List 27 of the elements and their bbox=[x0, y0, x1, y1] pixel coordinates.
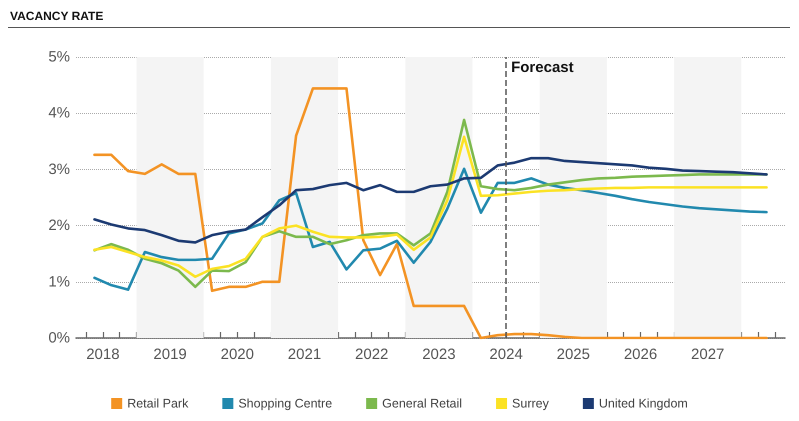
x-tick-label: 2020 bbox=[220, 346, 254, 363]
x-tick-label: 2026 bbox=[624, 346, 658, 363]
x-tick-label: 2024 bbox=[489, 346, 523, 363]
x-tick-label: 2023 bbox=[422, 346, 456, 363]
y-tick-label: 3% bbox=[48, 160, 70, 178]
x-tick-label: 2027 bbox=[691, 346, 724, 363]
legend-label: Retail Park bbox=[127, 396, 190, 410]
x-tick-label: 2018 bbox=[86, 346, 120, 363]
ref-line-label: Forecast bbox=[511, 59, 574, 76]
line-series bbox=[93, 87, 768, 340]
line-series bbox=[93, 168, 768, 291]
legend-label: United Kingdom bbox=[598, 396, 688, 410]
legend-label: General Retail bbox=[382, 396, 462, 410]
chart-title: VACANCY RATE bbox=[10, 9, 104, 23]
legend-label: Shopping Centre bbox=[238, 396, 332, 410]
y-tick-label: 1% bbox=[48, 273, 70, 290]
y-tick-label: 2% bbox=[48, 217, 70, 234]
y-tick-label: 5% bbox=[48, 48, 70, 66]
legend-label: Surrey bbox=[512, 396, 550, 410]
x-tick-label: 2021 bbox=[288, 346, 322, 363]
y-tick-label: 4% bbox=[48, 104, 70, 122]
line-series bbox=[93, 136, 768, 278]
x-tick-label: 2022 bbox=[355, 346, 388, 363]
line-series bbox=[93, 156, 768, 244]
x-tick-label: 2025 bbox=[556, 346, 590, 363]
y-tick-label: 0% bbox=[48, 330, 70, 346]
x-tick-label: 2019 bbox=[153, 346, 187, 363]
